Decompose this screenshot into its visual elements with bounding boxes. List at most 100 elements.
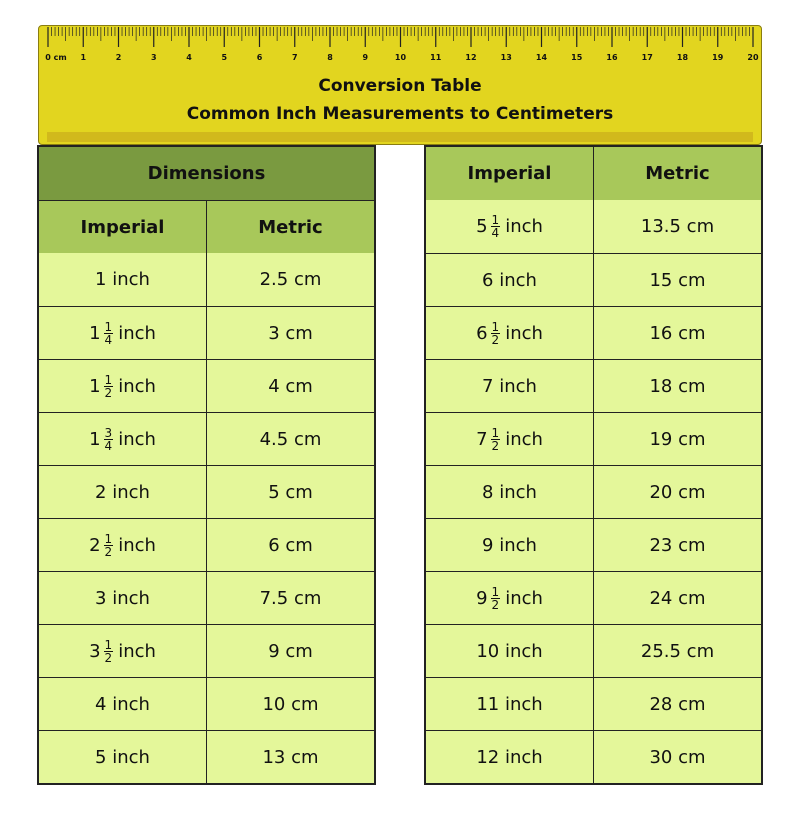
fraction-numerator: 1 [103,319,114,334]
fraction-denominator: 4 [104,438,113,453]
imperial-unit: inch [112,746,150,768]
metric-cell: 4.5 cm [206,413,374,465]
metric-cell: 28 cm [593,678,761,730]
metric-cell: 13 cm [206,731,374,783]
table-row: 11 inch 28 cm [426,677,761,730]
ruler-tick-label: 5 [221,53,228,62]
metric-cell: 3 cm [206,307,374,359]
imperial-cell: 1 1 2 inch [39,360,206,412]
table-row: 6 inch 15 cm [426,253,761,306]
imperial-whole: 1 [89,322,101,344]
ruler-tick-label: 15 [571,53,583,62]
ruler-banner: 0 cm 1 2 3 4 5 6 7 8 9 10 11 12 13 14 15 16 17 18 19 20 Conv… [38,25,762,145]
ruler-tick-label: 19 [712,53,724,62]
fraction-denominator: 2 [104,385,113,400]
metric-cell: 5 cm [206,466,374,518]
imperial-whole: 1 [89,375,101,397]
imperial-cell: 5 1 4 inch [426,200,593,253]
metric-cell: 19 cm [593,413,761,465]
imperial-unit: inch [118,375,156,397]
ruler-tick-label: 1 [80,53,87,62]
page-subtitle: Common Inch Measurements to Centimeters [186,104,614,124]
imperial-whole: 12 [476,746,500,768]
ruler-tick-label: 4 [186,53,192,62]
table-row: 10 inch 25.5 cm [426,624,761,677]
fraction-numerator: 1 [490,319,501,334]
ruler-tick-label: 13 [500,53,512,62]
imperial-cell: 7 1 2 inch [426,413,593,465]
imperial-whole: 5 [95,746,107,768]
imperial-unit: inch [505,428,543,450]
imperial-unit: inch [118,534,156,556]
imperial-whole: 3 [95,587,107,609]
table-row: 8 inch 20 cm [426,465,761,518]
ruler-tick-label: 3 [150,53,157,62]
ruler-tick-label: 7 [291,53,298,62]
imperial-whole: 5 [476,216,488,237]
imperial-cell: 3 inch [39,572,206,624]
imperial-cell: 6 inch [426,254,593,306]
imperial-cell: 1 3 4 inch [39,413,206,465]
table-row: 2 1 2 inch 6 cm [39,518,374,571]
table-row: 9 1 2 inch 24 cm [426,571,761,624]
imperial-unit: inch [118,322,156,344]
imperial-unit: inch [499,534,537,556]
table-row: 1 inch 2.5 cm [39,253,374,306]
table-row: 12 inch 30 cm [426,730,761,783]
metric-cell: 18 cm [593,360,761,412]
imperial-cell: 9 1 2 inch [426,572,593,624]
imperial-unit: inch [118,428,156,450]
imperial-cell: 11 inch [426,678,593,730]
table-row: 9 inch 23 cm [426,518,761,571]
ruler-tick-label: 2 [115,53,122,62]
metric-cell: 2.5 cm [206,253,374,306]
imperial-unit: inch [112,269,150,290]
ruler-tick-label: 18 [676,53,689,62]
fraction-denominator: 2 [104,544,113,559]
metric-cell: 13.5 cm [593,200,761,253]
imperial-whole: 1 [89,428,101,450]
imperial-unit: inch [499,481,537,503]
imperial-cell: 2 inch [39,466,206,518]
imperial-unit: inch [504,746,543,768]
ruler-tick-label: 16 [606,53,618,62]
column-header-row: Imperial Metric [426,147,761,200]
imperial-unit: inch [505,322,543,344]
imperial-unit: inch [118,640,156,662]
metric-cell: 25.5 cm [593,625,761,677]
fraction-numerator: 1 [490,213,501,227]
imperial-cell: 8 inch [426,466,593,518]
fraction-numerator: 1 [490,584,501,599]
group-header-row: Dimensions [39,147,374,200]
metric-cell: 6 cm [206,519,374,571]
table-row: 3 inch 7.5 cm [39,571,374,624]
metric-header: Metric [593,147,761,200]
imperial-header: Imperial [426,147,593,200]
imperial-whole: 4 [95,693,107,715]
fraction-numerator: 1 [103,637,114,652]
imperial-cell: 10 inch [426,625,593,677]
metric-cell: 20 cm [593,466,761,518]
imperial-cell: 1 1 4 inch [39,307,206,359]
fraction-denominator: 2 [104,650,113,665]
fraction-denominator: 4 [104,332,113,347]
table-row: 3 1 2 inch 9 cm [39,624,374,677]
imperial-unit: inch [499,375,537,397]
ruler-tick-label: 11 [430,53,442,62]
imperial-unit: inch [112,481,150,503]
ruler-tick-label: 14 [535,53,548,62]
imperial-whole: 3 [89,640,101,662]
metric-header: Metric [206,201,374,253]
imperial-cell: 5 inch [39,731,206,783]
ruler-tick-label: 17 [641,53,653,62]
imperial-whole: 7 [476,428,488,450]
table-row: 6 1 2 inch 16 cm [426,306,761,359]
imperial-whole: 7 [482,375,494,397]
metric-cell: 16 cm [593,307,761,359]
metric-cell: 7.5 cm [206,572,374,624]
imperial-cell: 2 1 2 inch [39,519,206,571]
imperial-whole: 6 [482,269,494,291]
